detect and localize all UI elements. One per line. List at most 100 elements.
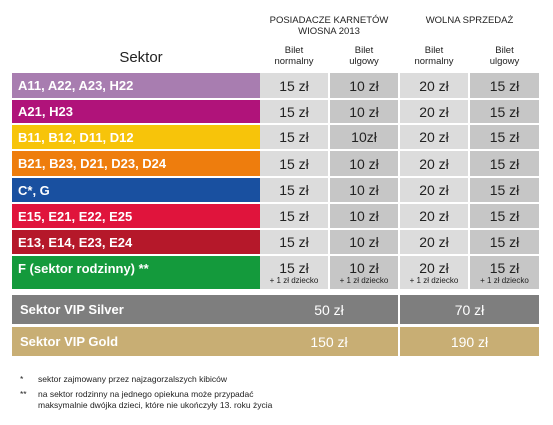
price-cell: 20 zł [400,230,468,254]
header-group-season-ticket: POSIADACZE KARNETÓW WIOSNA 2013 [269,15,389,37]
sektor-column-header: Sektor [119,49,163,66]
footnote-text: sektor zajmowany przez najzagorzalszych … [38,374,338,385]
price-value: 20 zł [419,208,449,224]
price-value: 15 zł [279,234,309,250]
price-value: 15 zł [279,103,309,120]
price-cell: 20 zł [400,204,468,228]
sector-name: E13, E14, E23, E24 [12,230,270,254]
sector-name: E15, E21, E22, E25 [12,204,270,228]
price-cell: 20 zł [400,125,468,149]
price-value: 20 zł [419,77,449,94]
price-cell: 15 zł [470,125,539,149]
price-value: 20 zł [419,260,449,276]
price-cell: 10 zł [330,204,398,228]
price-cell: 20 zł [400,73,468,98]
table-row: E15, E21, E22, E25 15 zł 10 zł 20 zł 15 zł [12,204,539,228]
sector-name: F (sektor rodzinny) ** [12,256,270,289]
table-row: B11, B12, D11, D12 15 zł 10zł 20 zł 15 zł [12,125,539,149]
price-cell: 20 zł [400,151,468,176]
vip-row: Sektor VIP Silver 50 zł 70 zł [12,295,539,324]
price-note: + 1 zł dziecko [339,276,389,285]
price-value: 20 zł [419,103,449,120]
header-ulgowy-1: Bilet ulgowy [349,45,379,67]
sector-name: B21, B23, D21, D23, D24 [12,151,270,176]
vip-name: Sektor VIP Gold [12,327,270,356]
price-value: 15 zł [489,129,520,145]
price-value: 20 zł [419,234,449,250]
price-cell: 15 zł [260,100,328,123]
price-cell: 10 zł [330,230,398,254]
price-cell: 15 zł [260,178,328,202]
price-value: 15 zł [489,208,520,224]
vip-price-value: 70 zł [454,301,485,318]
price-cell: 20 zł + 1 zł dziecko [400,256,468,289]
price-cell: 20 zł [400,100,468,123]
footnote: ** na sektor rodzinny na jednego opiekuna… [20,389,350,411]
price-value: 15 zł [279,155,309,172]
header-ulgowy-2: Bilet ulgowy [489,45,520,67]
table-row: A11, A22, A23, H22 15 zł 10 zł 20 zł 15 zł [12,73,539,98]
price-value: 20 zł [419,182,449,198]
price-cell: 10 zł [330,178,398,202]
price-value: 15 zł [489,103,520,120]
price-note: + 1 zł dziecko [480,276,529,285]
vip-row: Sektor VIP Gold 150 zł 190 zł [12,327,539,356]
price-value: 10 zł [349,103,379,120]
vip-name: Sektor VIP Silver [12,295,270,324]
price-value: 10 zł [349,182,379,198]
vip-price-cell: 50 zł [260,295,398,324]
price-value: 20 zł [419,155,449,172]
price-value: 15 zł [279,129,309,145]
price-value: 15 zł [279,208,309,224]
price-value: 10zł [351,129,377,145]
footnote-line: sektor zajmowany przez najzagorzalszych … [38,374,227,384]
price-cell: 15 zł [260,230,328,254]
price-cell: 15 zł + 1 zł dziecko [470,256,539,289]
footnote-text: na sektor rodzinny na jednego opiekuna m… [38,389,338,411]
vip-price-value: 190 zł [450,333,489,350]
price-value: 20 zł [419,129,449,145]
price-cell: 15 zł + 1 zł dziecko [260,256,328,289]
sector-name: C*, G [12,178,270,202]
vip-price-cell: 190 zł [400,327,539,356]
price-value: 10 zł [349,260,379,276]
price-note: + 1 zł dziecko [409,276,459,285]
price-cell: 20 zł [400,178,468,202]
price-cell: 10zł [330,125,398,149]
price-value: 10 zł [349,155,379,172]
price-cell: 15 zł [470,204,539,228]
price-cell: 15 zł [260,73,328,98]
price-value: 10 zł [349,77,379,94]
price-value: 10 zł [349,208,379,224]
vip-price-value: 150 zł [310,333,348,350]
price-cell: 15 zł [470,100,539,123]
table-row: F (sektor rodzinny) ** 15 zł + 1 zł dzieck… [12,256,539,289]
price-value: 15 zł [279,260,309,276]
price-value: 15 zł [489,155,520,172]
header-normal-2: Bilet normalny [414,45,454,67]
price-cell: 10 zł [330,100,398,123]
footnote-line: maksymalnie dwójka dzieci, które nie uko… [38,400,273,410]
price-value: 15 zł [489,260,520,276]
footnote: * sektor zajmowany przez najzagorzalszych… [20,374,350,385]
sector-name: A21, H23 [12,100,270,123]
price-value: 15 zł [489,182,520,198]
vip-price-value: 50 zł [314,301,344,318]
price-value: 15 zł [489,234,520,250]
price-cell: 15 zł [260,151,328,176]
vip-price-cell: 150 zł [260,327,398,356]
price-cell: 15 zł [260,125,328,149]
price-cell: 15 zł [260,204,328,228]
footnote-mark: * [20,374,24,384]
price-value: 15 zł [489,77,520,94]
footnote-line: na sektor rodzinny na jednego opiekuna m… [38,389,254,399]
price-cell: 10 zł [330,151,398,176]
price-value: 15 zł [279,182,309,198]
price-cell: 15 zł [470,151,539,176]
table-row: A21, H23 15 zł 10 zł 20 zł 15 zł [12,100,539,123]
header-group-open-sale: WOLNA SPRZEDAŻ [425,15,514,26]
vip-price-cell: 70 zł [400,295,539,324]
header-normal-1: Bilet normalny [274,45,314,67]
price-value: 15 zł [279,77,309,94]
table-row: B21, B23, D21, D23, D24 15 zł 10 zł 20 zł 15… [12,151,539,176]
